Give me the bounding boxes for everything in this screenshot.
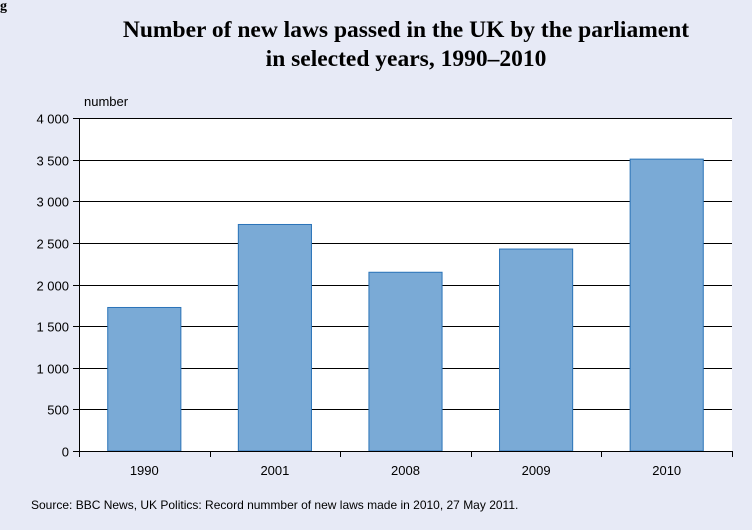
x-tick-label: 2008	[391, 463, 420, 478]
x-tick-label: 2001	[260, 463, 289, 478]
y-tick-label: 4 000	[36, 112, 69, 127]
bar-2009	[499, 248, 574, 452]
corner-mark: g	[0, 0, 7, 14]
bar-1990	[107, 306, 182, 452]
x-tick-label: 1990	[130, 463, 159, 478]
y-tick-label: 3 500	[36, 154, 69, 169]
tick-labels: 0 500 1 000 1 500 2 000 2 500 3 000 3 500 4 000 1…	[36, 112, 681, 479]
bar-2008	[368, 271, 443, 452]
chart-title-line-2: in selected years, 1990–2010	[265, 46, 547, 72]
y-tick-label: 2 500	[36, 237, 69, 252]
y-tick-label: 1 000	[36, 362, 69, 377]
y-tick-label: 3 000	[36, 195, 69, 210]
x-tick-label: 2010	[652, 463, 681, 478]
bar-2010	[629, 158, 704, 452]
y-axis-label: number	[84, 94, 129, 109]
y-tick-label: 0	[62, 445, 69, 460]
source-note: Source: BBC News, UK Politics: Record nu…	[31, 498, 519, 512]
y-tick-label: 2 000	[36, 279, 69, 294]
chart-title-line-1: Number of new laws passed in the UK by t…	[122, 17, 690, 43]
bar-2001	[237, 223, 312, 452]
y-tick-label: 1 500	[36, 320, 69, 335]
x-tick-label: 2009	[522, 463, 551, 478]
axes	[73, 118, 733, 457]
bars	[107, 158, 704, 452]
chart-title: Number of new laws passed in the UK by t…	[60, 16, 752, 74]
y-tick-label: 500	[47, 403, 69, 418]
